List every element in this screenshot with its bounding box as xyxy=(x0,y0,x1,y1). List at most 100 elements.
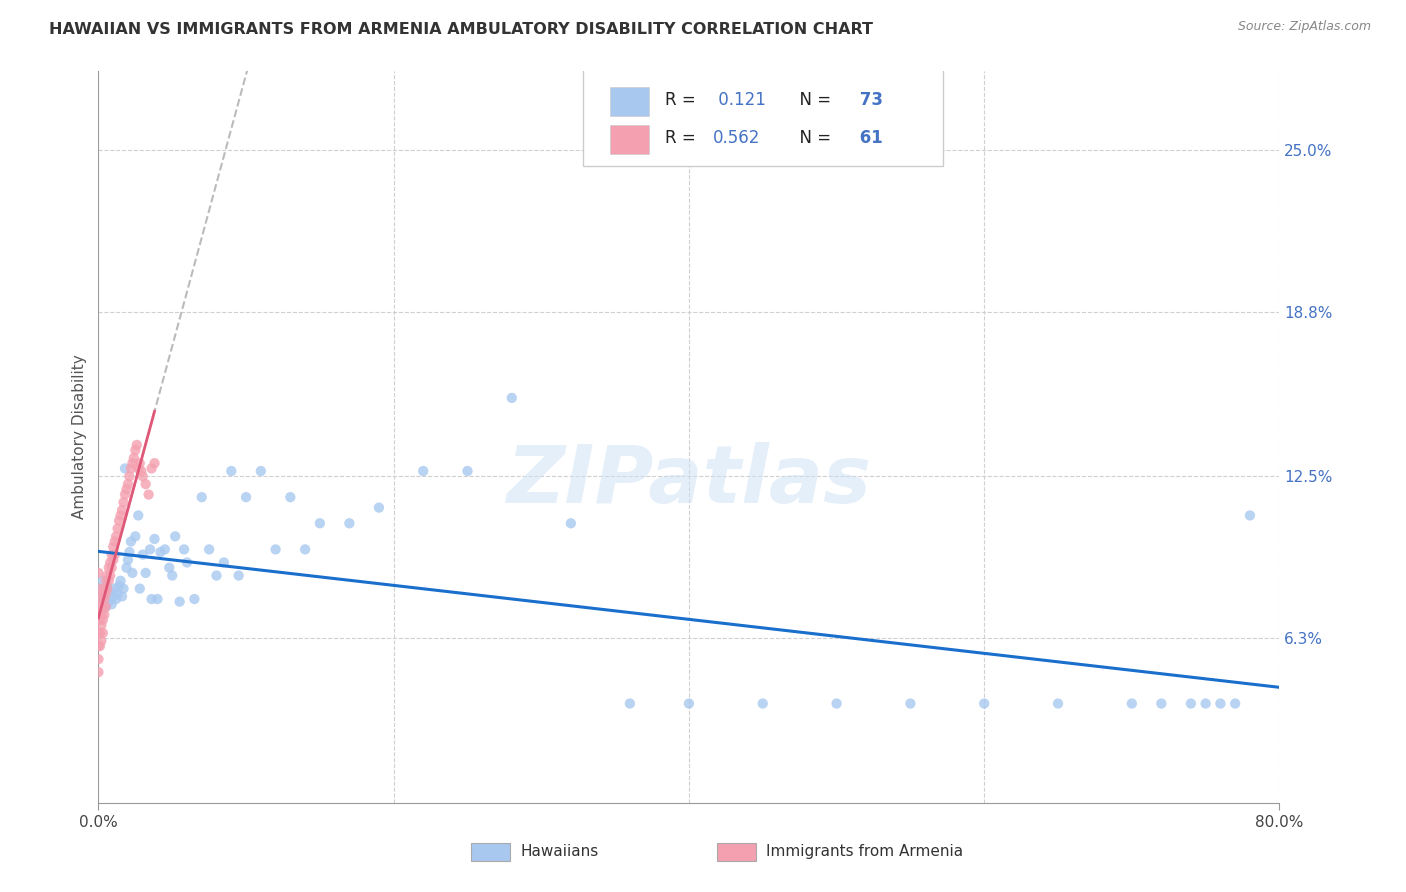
Point xyxy=(132,469,155,483)
Point xyxy=(825,697,848,711)
Point xyxy=(560,516,582,531)
Bar xyxy=(471,843,510,861)
Point xyxy=(120,461,142,475)
Text: ZIPatlas: ZIPatlas xyxy=(506,442,872,520)
Point xyxy=(87,639,110,653)
Point xyxy=(94,599,117,614)
Point xyxy=(97,595,120,609)
Point xyxy=(103,553,125,567)
Point xyxy=(89,582,111,596)
Point xyxy=(149,545,172,559)
Point xyxy=(205,568,228,582)
Text: 0.562: 0.562 xyxy=(713,129,759,147)
Point xyxy=(100,548,122,562)
Point xyxy=(127,508,149,523)
Point xyxy=(91,587,114,601)
Point xyxy=(118,545,141,559)
Point xyxy=(157,560,180,574)
Bar xyxy=(610,125,648,154)
Point xyxy=(100,597,122,611)
Point xyxy=(114,487,136,501)
Text: R =: R = xyxy=(665,129,702,147)
Point xyxy=(93,592,115,607)
Point xyxy=(104,534,127,549)
Point xyxy=(87,626,110,640)
Point xyxy=(165,529,187,543)
Point xyxy=(87,652,110,666)
Point xyxy=(132,548,155,562)
Point xyxy=(89,613,111,627)
Point xyxy=(104,548,127,562)
Point xyxy=(112,495,135,509)
Point xyxy=(89,626,111,640)
Bar xyxy=(610,87,648,116)
Point xyxy=(110,508,132,523)
Point xyxy=(368,500,391,515)
Point xyxy=(87,613,110,627)
Point xyxy=(87,566,110,580)
Point xyxy=(104,582,127,596)
Point xyxy=(141,592,163,607)
Point xyxy=(91,599,114,614)
Point xyxy=(94,574,117,588)
Point xyxy=(219,464,242,478)
Point xyxy=(93,587,115,601)
Point xyxy=(250,464,273,478)
Point xyxy=(135,477,157,491)
Point xyxy=(117,553,139,567)
Point xyxy=(162,568,183,582)
Point xyxy=(97,560,120,574)
Point xyxy=(97,574,120,588)
Point xyxy=(112,582,135,596)
Point xyxy=(90,633,112,648)
Point xyxy=(1150,697,1173,711)
Point xyxy=(105,592,128,607)
Point xyxy=(98,584,121,599)
Point xyxy=(1180,697,1202,711)
Point xyxy=(294,542,316,557)
Point xyxy=(118,469,141,483)
Point xyxy=(228,568,250,582)
Point xyxy=(96,582,118,596)
Point xyxy=(124,443,146,458)
Point xyxy=(93,582,115,596)
Point xyxy=(105,529,128,543)
Point xyxy=(114,461,136,475)
FancyBboxPatch shape xyxy=(582,61,943,167)
Text: 73: 73 xyxy=(855,91,883,109)
Point xyxy=(278,490,302,504)
Point xyxy=(141,461,163,475)
Point xyxy=(173,542,195,557)
Point xyxy=(115,560,138,574)
Point xyxy=(1239,508,1261,523)
Point xyxy=(115,483,138,497)
Point xyxy=(212,556,235,570)
Point xyxy=(103,540,125,554)
Point xyxy=(1223,697,1246,711)
Point xyxy=(91,574,114,588)
Text: Immigrants from Armenia: Immigrants from Armenia xyxy=(766,845,963,859)
Point xyxy=(103,590,125,604)
Text: N =: N = xyxy=(789,91,831,109)
Point xyxy=(973,697,995,711)
Point xyxy=(107,521,129,535)
Point xyxy=(412,464,434,478)
Point xyxy=(501,391,523,405)
Point xyxy=(94,599,117,614)
Point xyxy=(90,592,112,607)
Point xyxy=(264,542,287,557)
Point xyxy=(89,639,111,653)
Point xyxy=(98,568,121,582)
Point xyxy=(89,599,111,614)
Point xyxy=(309,516,332,531)
Point xyxy=(90,618,112,632)
Point xyxy=(117,477,139,491)
Point xyxy=(90,592,112,607)
Point xyxy=(678,697,700,711)
Point xyxy=(138,487,160,501)
Point xyxy=(98,556,121,570)
Point xyxy=(87,599,110,614)
Point xyxy=(122,450,145,465)
Point xyxy=(90,607,112,622)
Point xyxy=(87,665,110,680)
